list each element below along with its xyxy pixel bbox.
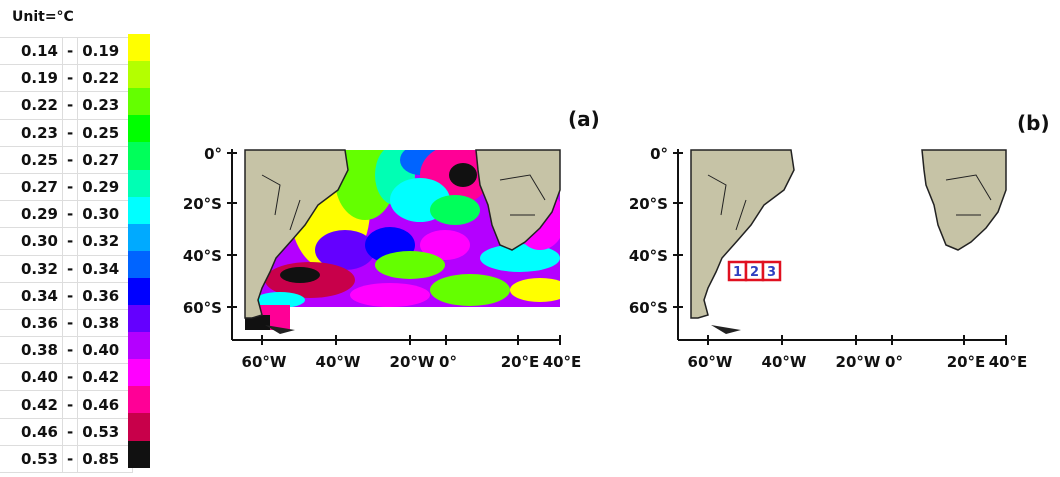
legend-swatch xyxy=(128,34,150,62)
country-borders xyxy=(261,174,546,231)
legend-swatch xyxy=(128,115,150,143)
x-tick-label: 20°W xyxy=(390,353,435,371)
x-tick-label: 0° xyxy=(439,353,457,371)
x-tick-label: 0° xyxy=(885,353,903,371)
legend-high: 0.36 xyxy=(77,281,134,310)
legend-row: 0.38-0.40 xyxy=(0,336,134,365)
legend-swatch xyxy=(128,413,150,441)
legend-swatch xyxy=(128,61,150,89)
panel-b-geography xyxy=(690,149,1007,334)
legend-high: 0.29 xyxy=(77,172,134,202)
legend-swatch xyxy=(128,305,150,333)
x-tick-label: 40°W xyxy=(316,353,361,371)
africa-landmass xyxy=(475,149,561,251)
legend-row: 0.46-0.53 xyxy=(0,417,134,446)
legend-high: 0.30 xyxy=(77,200,134,229)
panel-a-label: (a) xyxy=(568,107,600,131)
region-boxes: 1 2 3 xyxy=(727,260,782,282)
panel-a: 0°20°S40°S60°S60°W 40°W 20°W 0° 20°E 40°E xyxy=(183,145,582,371)
y-tick-label: 0° xyxy=(204,145,222,163)
legend-row: 0.27-0.29 xyxy=(0,172,134,202)
x-tick-label: 60°W xyxy=(242,353,287,371)
legend-dash: - xyxy=(61,227,79,256)
legend-swatch xyxy=(128,440,150,468)
legend-row: 0.22-0.23 xyxy=(0,91,134,120)
legend-row: 0.29-0.30 xyxy=(0,200,134,229)
legend-dash: - xyxy=(61,118,79,147)
legend-dash: - xyxy=(61,363,79,392)
x-tick-label: 40°W xyxy=(762,353,807,371)
legend-low: 0.29 xyxy=(0,200,63,229)
box-label-2: 2 xyxy=(750,265,759,280)
legend-swatch xyxy=(128,277,150,306)
south-america-landmass xyxy=(244,149,349,319)
y-tick-label: 20°S xyxy=(183,195,222,213)
panel-a-geography xyxy=(244,149,561,334)
panel-a-axes: 0°20°S40°S60°S60°W 40°W 20°W 0° 20°E 40°E xyxy=(183,145,582,371)
region-box-3 xyxy=(761,260,782,282)
legend-low: 0.34 xyxy=(0,281,63,310)
legend-unit: Unit=°C xyxy=(12,9,74,25)
antarctic-islands xyxy=(265,325,295,334)
legend-row: 0.53-0.85 xyxy=(0,444,134,474)
south-america-landmass xyxy=(690,149,795,319)
legend-dash: - xyxy=(61,444,79,474)
legend-swatch xyxy=(128,88,150,116)
legend-swatch xyxy=(128,196,150,224)
legend-swatch xyxy=(128,169,150,197)
panel-b-axes: 0°20°S40°S60°S60°W 40°W 20°W 0° 20°E 40°E xyxy=(629,145,1028,371)
x-tick-label: 20°E xyxy=(947,353,986,371)
country-borders xyxy=(707,174,992,231)
legend-row: 0.30-0.32 xyxy=(0,227,134,256)
panel-b-label: (b) xyxy=(1017,111,1050,135)
legend-swatch xyxy=(128,386,150,414)
legend-row: 0.25-0.27 xyxy=(0,145,134,174)
legend-swatch xyxy=(128,142,150,170)
legend-swatch xyxy=(128,359,150,387)
y-tick-label: 60°S xyxy=(629,299,668,317)
legend-high: 0.46 xyxy=(77,390,134,419)
legend-dash: - xyxy=(61,91,79,120)
legend-low: 0.46 xyxy=(0,417,63,446)
y-tick-label: 20°S xyxy=(629,195,668,213)
box-label-3: 3 xyxy=(767,265,776,280)
legend-high: 0.25 xyxy=(77,118,134,147)
legend-low: 0.38 xyxy=(0,336,63,365)
legend-low: 0.40 xyxy=(0,363,63,392)
legend-row: 0.23-0.25 xyxy=(0,118,134,147)
legend-low: 0.14 xyxy=(0,36,63,66)
antarctic-islands xyxy=(711,325,741,334)
x-tick-label: 40°E xyxy=(543,353,582,371)
y-tick-label: 0° xyxy=(650,145,668,163)
y-tick-label: 40°S xyxy=(183,247,222,265)
x-tick-label: 20°W xyxy=(836,353,881,371)
x-tick-label: 60°W xyxy=(688,353,733,371)
legend-table: 0.14-0.19 0.19-0.22 0.22-0.23 0.23-0.25 0.25… xyxy=(0,36,134,474)
x-tick-label: 20°E xyxy=(501,353,540,371)
legend-swatch xyxy=(128,250,150,278)
legend-high: 0.85 xyxy=(77,444,134,474)
africa-landmass xyxy=(921,149,1007,251)
y-tick-label: 40°S xyxy=(629,247,668,265)
legend-row: 0.40-0.42 xyxy=(0,363,134,392)
y-tick-label: 60°S xyxy=(183,299,222,317)
legend-high: 0.23 xyxy=(77,91,134,120)
legend-row: 0.34-0.36 xyxy=(0,281,134,310)
legend-low: 0.25 xyxy=(0,145,63,174)
legend-swatch xyxy=(128,332,150,360)
legend-low: 0.30 xyxy=(0,227,63,256)
x-tick-label: 40°E xyxy=(989,353,1028,371)
legend-high: 0.32 xyxy=(77,227,134,256)
legend-swatch xyxy=(128,223,150,251)
legend-high: 0.53 xyxy=(77,417,134,446)
box-label-1: 1 xyxy=(733,265,742,280)
panel-b: 0°20°S40°S60°S60°W 40°W 20°W 0° 20°E 40°E 1 2… xyxy=(629,145,1028,371)
legend-low: 0.27 xyxy=(0,172,63,202)
